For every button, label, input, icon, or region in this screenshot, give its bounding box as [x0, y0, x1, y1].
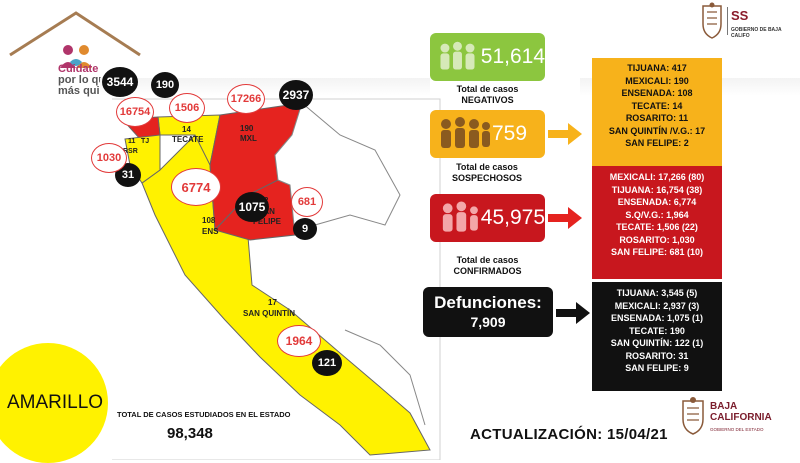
suspects-list: TIJUANA: 417 MEXICALI: 190 ENSENADA: 108… [592, 58, 722, 166]
confirmed-list-item: SAN FELIPE: 681 (10) [610, 247, 704, 257]
rsr-label: RSR [123, 148, 138, 155]
negatives-value: 51,614 [480, 45, 545, 68]
coat-of-arms-icon [702, 2, 722, 39]
deaths-list-item: SAN QUINTÍN: 122 (1) [610, 338, 704, 348]
sq-count: 17 [268, 298, 277, 307]
negatives-caption-1: Total de casos [456, 84, 519, 94]
ens-count: 108 [202, 216, 216, 225]
status-badge: AMARILLO [0, 343, 108, 463]
people-group-icon [442, 201, 478, 232]
coat-of-arms-icon [682, 397, 704, 435]
suspects-caption: Total de casos SOSPECHOSOS [432, 162, 542, 184]
tj-count: 417 [113, 125, 125, 132]
confirmed-list-item: S.Q/V.G.: 1,964 [625, 209, 689, 220]
ensenada-confirmed-badge: 6774 [171, 168, 221, 206]
mexicali-deaths-badge: 2937 [279, 80, 313, 110]
rosarito-region [124, 134, 161, 184]
footer-logo: BAJA CALIFORNIA GOBIERNO DEL ESTADO [710, 401, 772, 435]
tecate-label: TECATE [172, 135, 204, 144]
suspects-list-item: SAN FELIPE: 2 [625, 138, 689, 148]
ss-logo-text: SS [731, 8, 749, 23]
san-felipe-deaths-badge: 9 [293, 218, 317, 240]
suspects-list-item: MEXICALI: 190 [625, 75, 689, 86]
confirmed-caption-1: Total de casos [456, 255, 519, 265]
mxl-label: MXL [240, 134, 257, 143]
confirmed-list-item: TECATE: 1,506 (22) [616, 222, 698, 232]
ens-label: ENS [202, 227, 219, 236]
deaths-list-item: MEXICALI: 2,937 (3) [614, 300, 700, 311]
confirmed-list-item: ENSENADA: 6,774 [617, 197, 697, 207]
sf-label-2: FELIPE [253, 217, 282, 226]
tecate-count: 14 [182, 125, 191, 134]
deaths-value: 7,909 [470, 314, 506, 330]
ensenada-deaths-badge: 1075 [235, 192, 269, 222]
suspects-value: 759 [492, 122, 528, 145]
suspects-list-item: SAN QUINTÍN /V.G.: 17 [608, 125, 706, 136]
confirmed-list-item: TIJUANA: 16,754 (38) [611, 184, 703, 195]
negatives-caption-2: NEGATIVOS [461, 95, 514, 105]
tijuana-confirmed-badge: 16754 [116, 97, 154, 127]
mexicali-confirmed-badge: 17266 [227, 84, 265, 114]
logo-line-2: por lo que [58, 74, 112, 86]
san-quintin-confirmed-badge: 1964 [277, 325, 321, 357]
government-line: GOBIERNO DE BAJA CALIFO [731, 27, 782, 39]
mxl-count: 190 [240, 124, 254, 133]
people-group-icon [440, 41, 475, 70]
suspects-list-item: TECATE: 14 [631, 100, 683, 111]
logo-line-1: Cuidate [58, 63, 99, 75]
update-date: ACTUALIZACIÓN: 15/04/21 [470, 426, 668, 443]
deaths-list: TIJUANA: 3,545 (5) MEXICALI: 2,937 (3) E… [592, 282, 722, 391]
deaths-list-item: ENSENADA: 1,075 (1) [610, 313, 704, 323]
confirmed-caption: Total de casos CONFIRMADOS [435, 255, 540, 277]
tijuana-deaths-badge: 3544 [102, 67, 138, 97]
baja-california-map [112, 98, 441, 460]
deaths-label: Defunciones: [434, 293, 542, 312]
confirmed-list: MEXICALI: 17,266 (80) TIJUANA: 16,754 (3… [592, 166, 722, 279]
footer-logo-line-1: BAJA [710, 401, 738, 412]
negatives-caption: Total de casos NEGATIVOS [440, 84, 535, 106]
confirmed-box: 45,975 [430, 194, 545, 242]
deaths-list-item: TIJUANA: 3,545 (5) [616, 288, 698, 298]
house-roof-icon [9, 11, 141, 68]
footer-logo-line-3: GOBIERNO DEL ESTADO [710, 427, 764, 432]
status-label: AMARILLO [6, 392, 104, 413]
san-felipe-confirmed-badge: 681 [291, 187, 323, 217]
suspects-caption-1: Total de casos [456, 162, 518, 172]
ensenada-region [141, 114, 431, 456]
confirmed-list-item: ROSARITO: 1,030 [619, 234, 695, 245]
negatives-box: 51,614 [430, 33, 545, 81]
rsr-count: 11 [128, 138, 136, 145]
deaths-list-item: SAN FELIPE: 9 [625, 363, 689, 373]
tecate-confirmed-badge: 1506 [169, 93, 205, 123]
suspects-caption-2: SOSPECHOSOS [451, 173, 523, 183]
suspects-list-item: ROSARITO: 11 [625, 113, 689, 123]
tj-label: TJ [141, 138, 150, 145]
arrow-right-icon [548, 207, 582, 229]
total-caption: TOTAL DE CASOS ESTUDIADOS EN EL ESTADO [117, 410, 291, 419]
footer-logo-line-2: CALIFORNIA [710, 412, 772, 423]
sq-label: SAN QUINTÍN [243, 309, 295, 318]
deaths-box: Defunciones: 7,909 [423, 287, 553, 337]
campaign-logo-text: Cuidate por lo que más quier [58, 64, 111, 97]
confirmed-caption-2: CONFIRMADOS [453, 266, 522, 276]
header-shadow [100, 78, 430, 96]
tecate-deaths-badge: 190 [151, 72, 179, 98]
deaths-list-item: ROSARITO: 31 [625, 350, 689, 361]
header-divider [727, 7, 728, 35]
suspects-box: 759 [430, 110, 545, 158]
suspects-list-item: TIJUANA: 417 [627, 63, 687, 73]
confirmed-list-item: MEXICALI: 17,266 (80) [609, 172, 705, 182]
people-group-icon [441, 117, 490, 148]
logo-line-3: más quier [58, 85, 110, 97]
total-value: 98,348 [167, 425, 213, 442]
deaths-list-item: TECATE: 190 [629, 325, 685, 336]
confirmed-value: 45,975 [480, 206, 545, 229]
arrow-right-icon [556, 302, 590, 324]
san-quintin-deaths-badge: 121 [312, 350, 342, 376]
arrow-right-icon [548, 123, 582, 145]
rosarito-confirmed-badge: 1030 [91, 143, 127, 173]
suspects-list-item: ENSENADA: 108 [621, 88, 693, 98]
